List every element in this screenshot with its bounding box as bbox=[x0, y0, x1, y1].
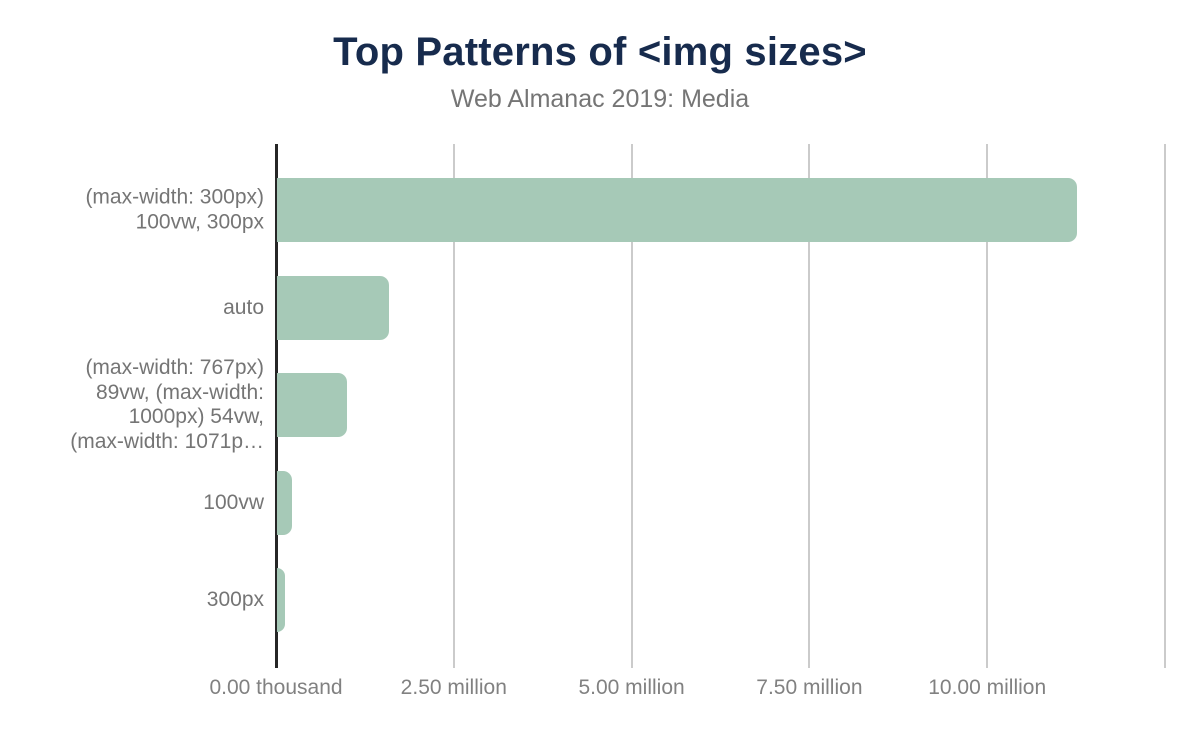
y-category-label: auto bbox=[223, 295, 264, 319]
bar bbox=[277, 276, 389, 340]
bar bbox=[277, 373, 347, 437]
gridline bbox=[986, 144, 989, 668]
x-tick-label: 5.00 million bbox=[578, 676, 685, 699]
bar bbox=[277, 178, 1077, 242]
chart-title: Top Patterns of <img sizes> bbox=[333, 30, 867, 74]
y-category-label: 300px bbox=[206, 588, 264, 612]
x-tick-label: 2.50 million bbox=[400, 676, 507, 699]
x-tick-label: 7.50 million bbox=[756, 676, 863, 699]
y-category-label: 100vw bbox=[203, 490, 264, 514]
bar bbox=[277, 471, 292, 535]
bar bbox=[277, 568, 285, 632]
x-tick-label: 0.00 thousand bbox=[209, 676, 343, 699]
gridline bbox=[1164, 144, 1166, 668]
chart-subtitle: Web Almanac 2019: Media bbox=[450, 85, 750, 113]
gridline bbox=[808, 144, 811, 668]
y-category-label: (max-width: 300px) 100vw, 300px bbox=[85, 185, 264, 234]
y-axis-line bbox=[274, 144, 278, 668]
y-category-label: (max-width: 767px) 89vw, (max-width: 100… bbox=[70, 356, 264, 453]
gridline bbox=[452, 144, 455, 668]
x-tick-label: 10.00 million bbox=[928, 676, 1047, 699]
gridline bbox=[630, 144, 633, 668]
